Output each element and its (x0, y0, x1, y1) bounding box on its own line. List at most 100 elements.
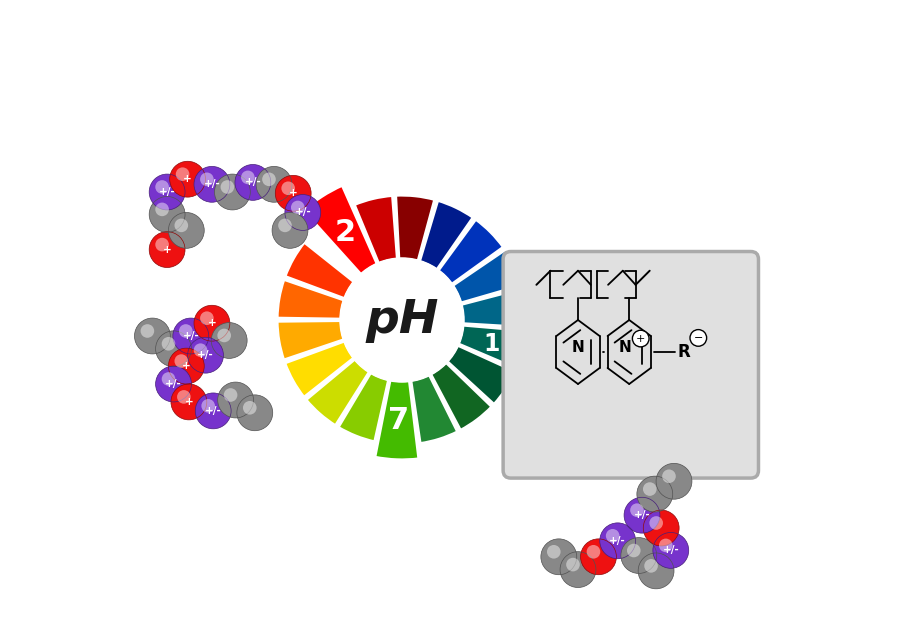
Circle shape (650, 516, 663, 530)
Wedge shape (430, 362, 491, 430)
Circle shape (140, 324, 154, 338)
Text: +: + (184, 174, 192, 184)
Circle shape (278, 219, 292, 232)
Wedge shape (396, 195, 435, 261)
Circle shape (275, 175, 311, 211)
Circle shape (149, 232, 185, 268)
FancyBboxPatch shape (503, 252, 759, 478)
Circle shape (599, 523, 635, 559)
Circle shape (156, 331, 192, 367)
Circle shape (149, 196, 185, 232)
Wedge shape (411, 374, 457, 444)
Wedge shape (338, 372, 389, 442)
Circle shape (156, 203, 169, 216)
Circle shape (220, 180, 234, 194)
Circle shape (175, 355, 188, 368)
Circle shape (176, 168, 189, 181)
Text: 11: 11 (483, 332, 516, 356)
Circle shape (224, 388, 238, 402)
Text: +: + (208, 318, 216, 328)
Circle shape (638, 553, 674, 589)
Circle shape (624, 497, 660, 533)
Circle shape (170, 161, 205, 197)
Text: +/-: +/- (609, 536, 626, 546)
Text: N: N (572, 340, 584, 355)
Wedge shape (303, 186, 377, 275)
Circle shape (662, 470, 676, 483)
Circle shape (149, 174, 185, 210)
Text: pH: pH (365, 298, 438, 342)
Circle shape (659, 539, 672, 552)
Circle shape (566, 558, 580, 572)
Wedge shape (375, 380, 419, 460)
Circle shape (606, 529, 619, 543)
Circle shape (195, 393, 231, 429)
Circle shape (194, 166, 230, 202)
Text: +: + (636, 333, 645, 344)
Circle shape (633, 330, 649, 347)
Circle shape (168, 348, 204, 384)
Wedge shape (285, 243, 355, 299)
Text: N: N (619, 340, 632, 355)
Circle shape (262, 173, 275, 186)
Circle shape (652, 532, 688, 568)
Circle shape (637, 476, 672, 512)
Circle shape (630, 504, 644, 517)
Text: +/-: +/- (662, 545, 680, 556)
Circle shape (644, 559, 658, 573)
Text: +/-: +/- (165, 379, 182, 389)
Circle shape (214, 174, 250, 210)
Circle shape (156, 180, 169, 194)
Circle shape (272, 212, 308, 248)
Circle shape (541, 539, 577, 575)
Circle shape (175, 219, 188, 232)
Text: R: R (678, 343, 690, 361)
Text: +: + (182, 361, 191, 371)
Circle shape (179, 324, 193, 338)
Circle shape (235, 164, 271, 200)
Circle shape (156, 366, 192, 402)
Circle shape (241, 171, 255, 184)
Circle shape (282, 182, 295, 195)
Wedge shape (438, 220, 503, 285)
Wedge shape (277, 321, 345, 360)
Circle shape (171, 384, 207, 420)
Circle shape (200, 312, 213, 325)
Circle shape (162, 337, 176, 351)
Text: +/-: +/- (197, 350, 214, 360)
Circle shape (177, 390, 191, 404)
Circle shape (173, 318, 209, 354)
Circle shape (156, 238, 169, 252)
Text: +/-: +/- (158, 187, 176, 197)
Circle shape (243, 401, 256, 415)
Wedge shape (461, 289, 526, 328)
Wedge shape (419, 200, 473, 270)
Text: +/-: +/- (183, 331, 199, 341)
Text: 7: 7 (388, 406, 409, 435)
Circle shape (168, 212, 204, 248)
Circle shape (256, 166, 292, 202)
Wedge shape (355, 196, 397, 264)
Circle shape (627, 544, 641, 557)
Text: 2: 2 (335, 218, 356, 247)
Circle shape (200, 173, 213, 186)
Circle shape (162, 372, 176, 386)
Circle shape (237, 395, 273, 431)
Text: +/-: +/- (205, 406, 221, 416)
Text: +: + (184, 397, 194, 407)
Circle shape (340, 258, 464, 382)
Text: +/-: +/- (245, 177, 261, 188)
Text: +/-: +/- (634, 510, 651, 520)
Circle shape (644, 510, 680, 546)
Circle shape (621, 538, 657, 573)
Text: +: + (289, 188, 298, 198)
Circle shape (218, 382, 254, 418)
Text: +: + (163, 244, 172, 255)
Wedge shape (458, 325, 541, 374)
Circle shape (285, 195, 320, 230)
Circle shape (212, 323, 248, 358)
Circle shape (134, 318, 170, 354)
Circle shape (187, 337, 223, 373)
Circle shape (291, 201, 304, 214)
Text: +/-: +/- (294, 207, 311, 218)
